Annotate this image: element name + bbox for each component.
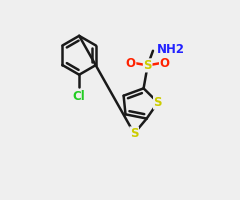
Text: S: S [154, 96, 162, 109]
Text: O: O [160, 57, 169, 70]
Text: NH2: NH2 [157, 43, 185, 56]
Text: S: S [144, 59, 152, 72]
Text: Cl: Cl [73, 90, 85, 103]
Text: S: S [130, 127, 138, 140]
Text: O: O [126, 57, 136, 70]
